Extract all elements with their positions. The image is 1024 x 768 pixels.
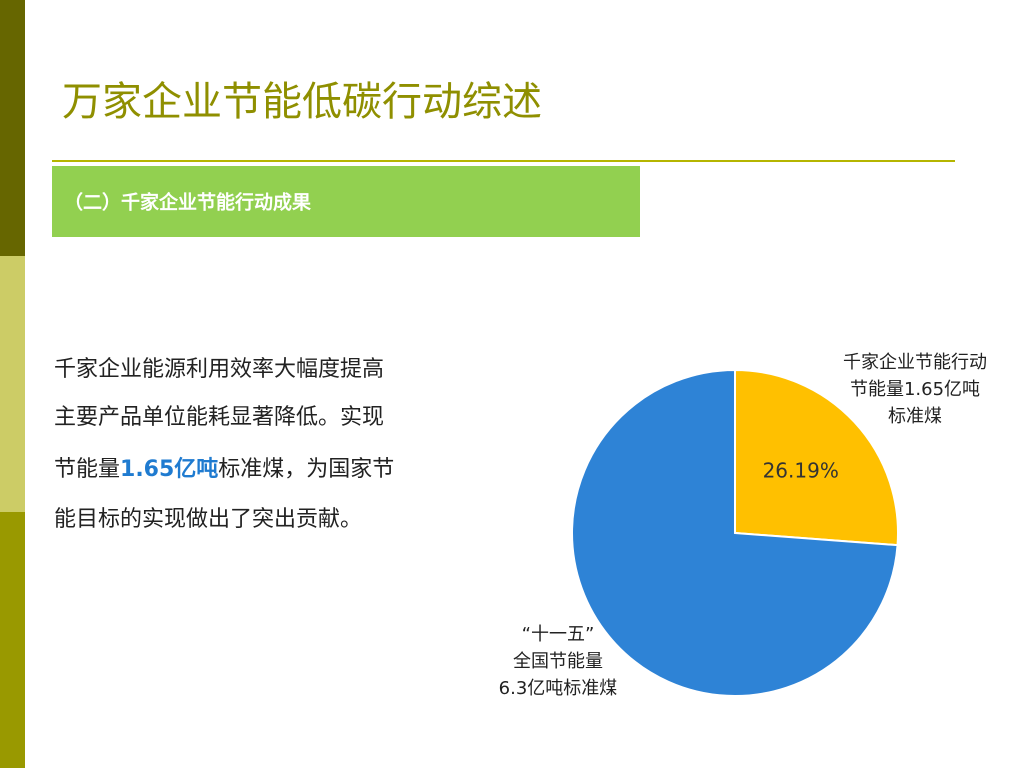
body-text: 节能量 [54, 457, 120, 482]
paragraph: 千家企业能源利用效率大幅度提高 主要产品单位能耗显著降低。实现 节能量1.65亿… [54, 357, 394, 532]
category-label: 6.3亿吨标准煤 [499, 678, 618, 699]
body-line: 主要产品单位能耗显著降低。实现 [54, 405, 384, 430]
category-label: 节能量1.65亿吨 [850, 379, 980, 400]
category-label: 全国节能量 [513, 651, 603, 672]
category-label: 千家企业节能行动 [843, 352, 987, 373]
category-label: “十一五” [522, 624, 595, 645]
highlight: 1.65亿吨 [120, 457, 218, 482]
body-text: 标准煤，为国家节 [218, 457, 394, 482]
pie-slice [734, 368, 899, 547]
body-line: 节能量1.65亿吨标准煤，为国家节 [54, 457, 394, 482]
category-label: 标准煤 [888, 406, 942, 427]
stripe [0, 512, 25, 768]
subtitle: （二）千家企业节能行动成果 [64, 191, 311, 214]
subtitle-box [52, 166, 640, 237]
value-label: 26.19% [763, 459, 839, 483]
stripe [0, 256, 25, 512]
body-line: 能目标的实现做出了突出贡献。 [54, 507, 362, 532]
body-line: 千家企业能源利用效率大幅度提高 [54, 357, 384, 382]
pie-slice [571, 368, 899, 697]
stripe [0, 0, 25, 256]
title: 万家企业节能低碳行动综述 [62, 79, 542, 125]
